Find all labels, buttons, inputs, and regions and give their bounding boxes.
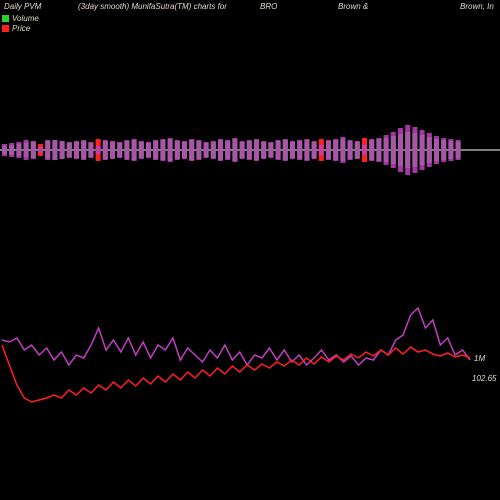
- legend-volume-label: Volume: [12, 14, 39, 23]
- header-right: Brown, In: [460, 2, 494, 11]
- header-mid: (3day smooth) MunifaSutra(TM) charts for: [78, 2, 227, 11]
- legend-price-label: Price: [12, 24, 30, 33]
- header-left: Daily PVM: [4, 2, 41, 11]
- header-ticker: BRO: [260, 2, 277, 11]
- legend-price: Price: [2, 24, 39, 33]
- volume-axis-label: 1M: [474, 354, 485, 363]
- header-comp: Brown &: [338, 2, 368, 11]
- chart-header: Daily PVM (3day smooth) MunifaSutra(TM) …: [0, 2, 500, 17]
- price-axis-label: 102.65: [472, 374, 496, 383]
- legend-volume: Volume: [2, 14, 39, 23]
- legend: Volume Price: [2, 14, 39, 34]
- legend-price-swatch: [2, 25, 9, 32]
- legend-volume-swatch: [2, 15, 9, 22]
- chart-canvas: [0, 60, 500, 500]
